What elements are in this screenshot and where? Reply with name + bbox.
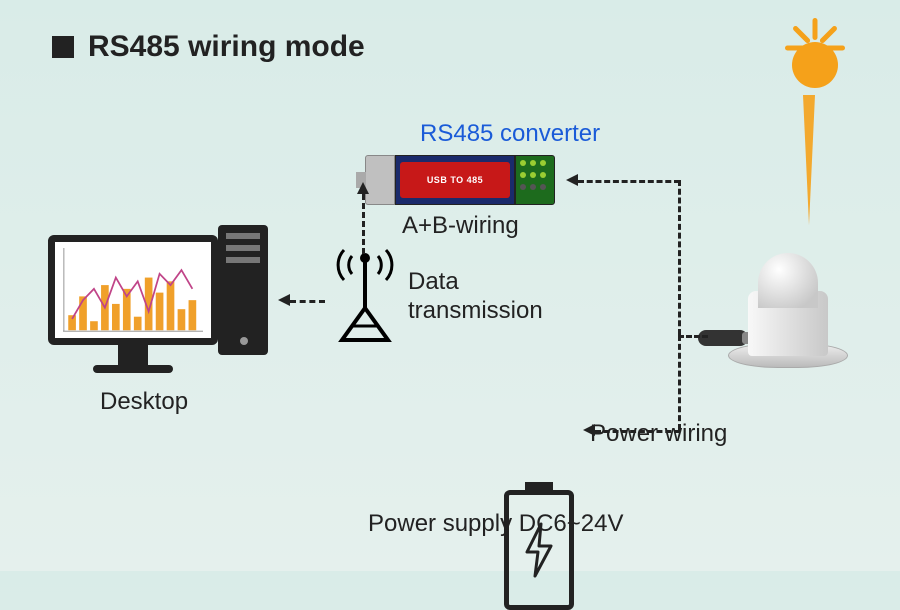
- monitor-chart: [61, 248, 205, 332]
- title-bullet-icon: [52, 36, 74, 58]
- desktop-label: Desktop: [100, 388, 188, 417]
- arrow-to-pc: [278, 294, 290, 306]
- power-wiring-label: Power wiring: [590, 420, 727, 449]
- wire-antenna-to-converter: [362, 194, 365, 254]
- data-transmission-label: Data transmission: [408, 268, 543, 326]
- arrow-to-converter-terminal: [566, 174, 578, 186]
- arrow-to-battery: [583, 424, 595, 436]
- wire-down-to-sensor: [678, 180, 681, 335]
- usb-plug-icon: [365, 155, 395, 205]
- wire-antenna-to-pc: [290, 300, 325, 303]
- diagram-title: RS485 wiring mode: [88, 30, 365, 64]
- wire-to-battery: [595, 430, 680, 433]
- pc-tower: [218, 225, 268, 355]
- wire-converter-right: [578, 180, 680, 183]
- power-supply-label: Power supply DC6~24V: [368, 510, 623, 539]
- sun-icon: [792, 42, 838, 88]
- antenna-icon: [330, 248, 400, 348]
- desktop-computer: [48, 235, 218, 345]
- sensor-device: [728, 248, 848, 368]
- arrow-to-converter-usb: [357, 182, 369, 194]
- converter-device-text: USB TO 485: [427, 175, 483, 185]
- sun-beam-icon: [803, 95, 815, 225]
- battery-icon: [504, 490, 574, 610]
- rs485-converter-device: USB TO 485: [365, 155, 555, 205]
- wire-down-to-battery: [678, 335, 681, 430]
- ab-wiring-label: A+B-wiring: [402, 212, 519, 241]
- diagram-title-block: RS485 wiring mode: [52, 30, 365, 64]
- wire-to-sensor: [678, 335, 708, 338]
- converter-label: RS485 converter: [420, 120, 600, 149]
- terminal-block-icon: [515, 155, 555, 205]
